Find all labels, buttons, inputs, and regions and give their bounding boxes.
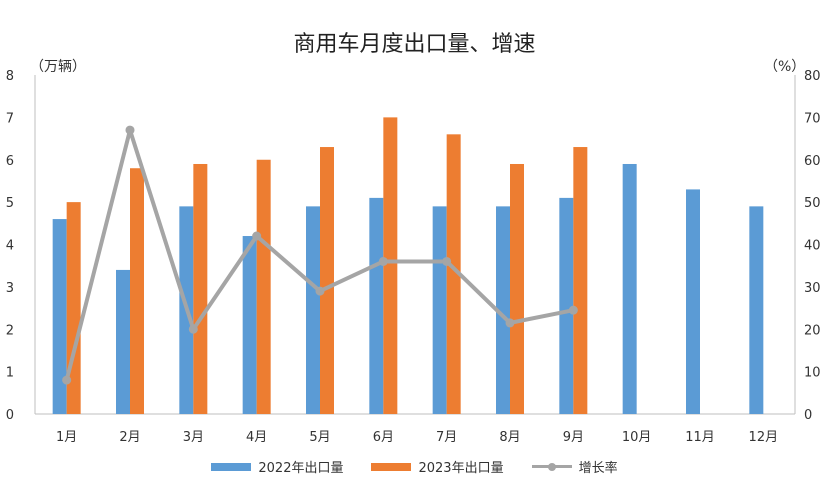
growth-rate-point (188, 324, 198, 334)
legend: 2022年出口量 2023年出口量 增长率 (0, 457, 829, 476)
legend-swatch-2023 (371, 462, 412, 471)
x-tick-label: 2月 (119, 430, 140, 445)
y-right-tick-label: 70 (804, 111, 821, 126)
left-axis-unit: （万辆） (30, 59, 86, 75)
bar-2022 (559, 197, 574, 414)
x-tick-label: 5月 (309, 430, 330, 445)
x-tick-label: 10月 (622, 430, 652, 445)
y-left-tick-label: 6 (6, 154, 14, 169)
bar-2022 (686, 189, 700, 414)
bar-2023 (130, 168, 144, 414)
growth-rate-point (378, 256, 388, 266)
bar-2023 (320, 147, 334, 414)
y-left-tick-label: 1 (6, 366, 14, 381)
bar-2022 (242, 236, 257, 414)
bar-2023 (256, 159, 271, 414)
growth-rate-point (568, 305, 578, 315)
y-left-tick-label: 3 (6, 281, 14, 296)
right-axis-unit: （%） (764, 59, 806, 75)
x-tick-label: 9月 (563, 430, 584, 445)
x-tick-label: 11月 (685, 430, 715, 445)
bar-2022 (306, 206, 320, 414)
bar-2022 (496, 206, 510, 414)
y-right-tick-label: 30 (804, 281, 821, 296)
y-right-tick-label: 0 (804, 408, 812, 423)
growth-rate-point (252, 231, 262, 241)
y-right-tick-label: 10 (804, 366, 821, 381)
legend-label-2022: 2022年出口量 (258, 461, 344, 476)
growth-rate-point (62, 375, 72, 385)
y-right-tick-label: 50 (804, 196, 821, 211)
legend-swatch-2022 (211, 462, 252, 471)
growth-rate-point (315, 286, 325, 296)
x-tick-label: 4月 (246, 430, 267, 445)
y-left-tick-label: 2 (6, 323, 14, 338)
bar-2023 (446, 134, 461, 414)
growth-rate-point (125, 125, 135, 135)
y-left-tick-label: 0 (6, 408, 14, 423)
bar-2022 (749, 206, 764, 414)
legend-label-2023: 2023年出口量 (418, 461, 504, 476)
bar-2023 (383, 117, 398, 414)
bar-2022 (52, 219, 67, 414)
y-left-tick-label: 4 (6, 239, 14, 254)
x-tick-label: 1月 (56, 430, 77, 445)
legend-item-2022: 2022年出口量 (211, 457, 343, 476)
chart-title: 商用车月度出口量、增速 (293, 32, 536, 57)
growth-rate-point (442, 256, 452, 266)
bar-2022 (369, 197, 384, 414)
legend-item-2023: 2023年出口量 (371, 457, 504, 476)
x-tick-label: 8月 (499, 430, 520, 445)
y-right-tick-label: 20 (804, 323, 821, 338)
y-right-tick-label: 40 (804, 239, 821, 254)
x-tick-label: 6月 (373, 430, 394, 445)
legend-swatch-growth (531, 462, 572, 471)
y-right-tick-label: 80 (804, 69, 821, 84)
y-right-tick-label: 60 (804, 154, 821, 169)
legend-item-growth: 增长率 (531, 457, 618, 476)
y-left-tick-label: 8 (6, 69, 14, 84)
bar-2023 (510, 163, 524, 414)
bar-2023 (573, 147, 588, 414)
bar-2022 (116, 269, 130, 414)
bar-2022 (622, 163, 637, 414)
y-left-tick-label: 7 (6, 111, 14, 126)
x-tick-label: 12月 (749, 430, 779, 445)
x-tick-label: 7月 (436, 430, 457, 445)
bar-2022 (432, 206, 447, 414)
y-left-tick-label: 5 (6, 196, 14, 211)
growth-rate-point (505, 318, 515, 328)
x-tick-label: 3月 (183, 430, 204, 445)
bar-2023 (193, 163, 208, 414)
legend-label-growth: 增长率 (578, 461, 618, 476)
